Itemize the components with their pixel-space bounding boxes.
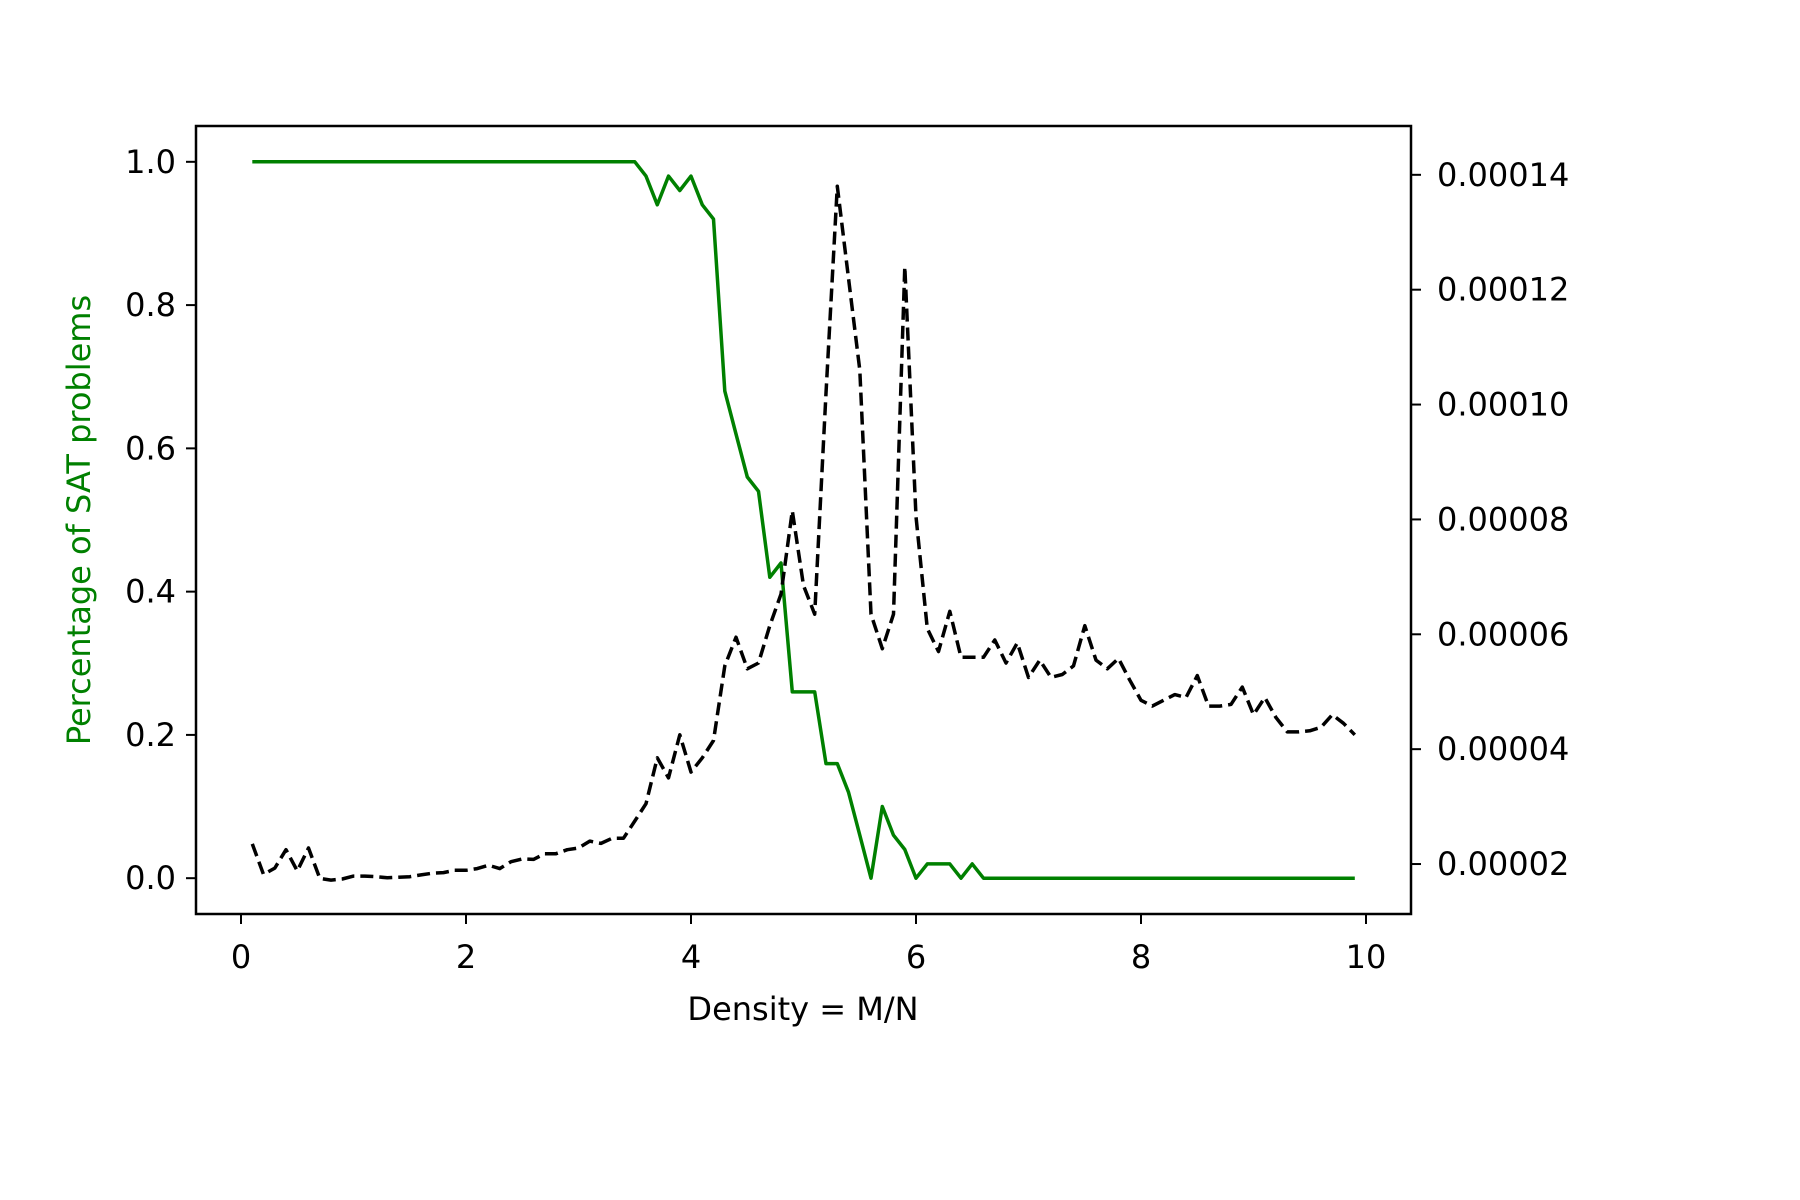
- series-line-solid: [252, 160, 1355, 880]
- y2-tick-label: 0.00004: [1437, 730, 1568, 768]
- x-axis-ticks: 0 2 4 6 8 10: [231, 914, 1387, 976]
- y2-tick-label: 0.00014: [1437, 156, 1568, 194]
- y2-tick-label: 0.00002: [1437, 845, 1568, 883]
- x-tick-label: 10: [1346, 938, 1387, 976]
- y-tick-label: 0.4: [125, 573, 176, 611]
- x-tick-label: 0: [231, 938, 251, 976]
- y-tick-label: 0.0: [125, 859, 176, 897]
- x-axis-label: Density = M/N: [687, 990, 918, 1028]
- y-axis-label: Percentage of SAT problems: [60, 295, 98, 745]
- y2-tick-label: 0.00010: [1437, 386, 1568, 424]
- y-tick-label: 0.8: [125, 286, 176, 324]
- y-tick-label: 1.0: [125, 143, 176, 181]
- y2-tick-label: 0.00006: [1437, 615, 1568, 653]
- series-layer: [250, 160, 1357, 882]
- x-tick-label: 6: [906, 938, 926, 976]
- y2-axis-ticks: 0.00002 0.00004 0.00006 0.00008 0.00010 0.000…: [1411, 156, 1568, 883]
- chart: 0 2 4 6 8 10 0.00.20.40.60.81.0 0.000020.0000…: [60, 124, 1568, 1028]
- x-tick-label: 4: [681, 938, 701, 976]
- y2-tick-label: 0.00012: [1437, 271, 1568, 309]
- x-tick-label: 8: [1131, 938, 1151, 976]
- x-tick-label: 2: [456, 938, 476, 976]
- y-tick-label: 0.2: [125, 716, 176, 754]
- plot-frame: [194, 124, 1413, 916]
- y-tick-label: 0.6: [125, 429, 176, 467]
- series-line-dashed: [250, 184, 1357, 882]
- y-axis-ticks: 0.0 0.2 0.4 0.6 0.8 1.0: [125, 143, 196, 897]
- y2-tick-label: 0.00008: [1437, 500, 1568, 538]
